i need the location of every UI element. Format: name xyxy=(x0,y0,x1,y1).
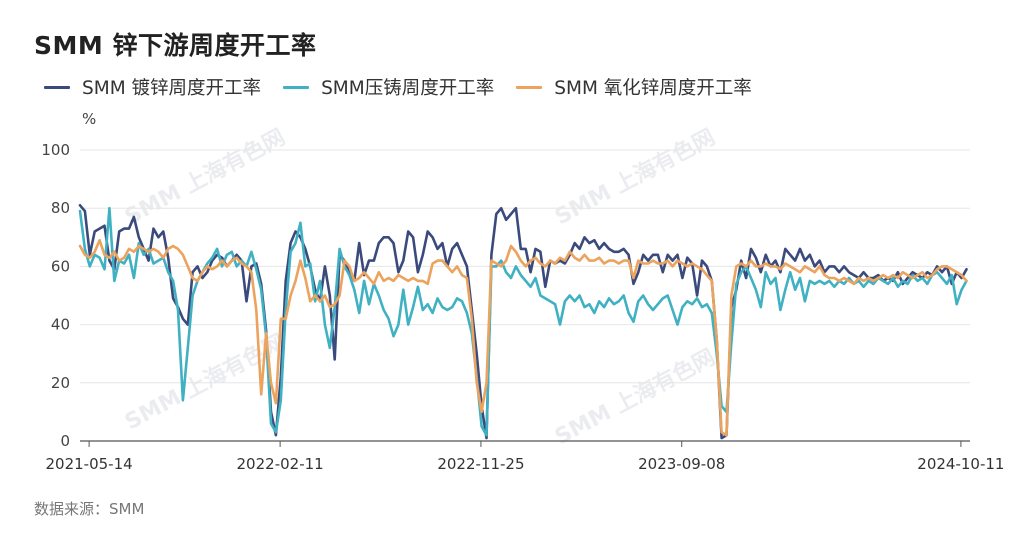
x-tick-label: 2022-02-11 xyxy=(237,455,324,473)
x-tick-label: 2024-10-11 xyxy=(917,455,1004,473)
watermark-text: SMM 上海有色网 xyxy=(551,344,720,450)
watermark-text: SMM 上海有色网 xyxy=(551,124,720,230)
x-axis-ticks: 2021-05-14 2022-02-11 2022-11-25 2023-09-08… xyxy=(46,441,1004,473)
y-axis-ticks: 100 80 60 40 20 0 xyxy=(41,141,70,450)
x-tick-label: 2022-11-25 xyxy=(437,455,524,473)
series-lines xyxy=(78,204,968,440)
y-tick-label: 0 xyxy=(60,432,70,450)
chart-title: SMM 锌下游周度开工率 xyxy=(34,31,317,60)
series-line-zinc-oxide xyxy=(78,238,968,437)
y-tick-label: 80 xyxy=(51,199,70,217)
legend: SMM 镀锌周度开工率 SMM压铸周度开工率 SMM 氧化锌周度开工率 xyxy=(44,74,774,100)
series-line-galvanizing xyxy=(78,204,968,440)
legend-item-galvanizing[interactable]: SMM 镀锌周度开工率 xyxy=(44,74,261,100)
y-axis-unit: % xyxy=(82,110,96,128)
legend-item-die-casting[interactable]: SMM压铸周度开工率 xyxy=(283,74,494,100)
data-source-note: 数据来源：SMM xyxy=(34,500,145,518)
legend-label-die-casting: SMM压铸周度开工率 xyxy=(321,78,495,99)
y-tick-label: 60 xyxy=(51,257,70,275)
legend-item-zinc-oxide[interactable]: SMM 氧化锌周度开工率 xyxy=(516,74,752,100)
series-line-die-casting xyxy=(78,206,968,437)
y-tick-label: 20 xyxy=(51,374,70,392)
x-tick-label: 2021-05-14 xyxy=(46,455,133,473)
legend-swatch-galvanizing xyxy=(44,85,70,89)
grid-lines xyxy=(80,149,970,442)
y-tick-label: 40 xyxy=(51,316,70,334)
legend-swatch-zinc-oxide xyxy=(516,85,543,89)
watermark-text: SMM 上海有色网 xyxy=(121,124,290,230)
legend-swatch-die-casting xyxy=(283,85,310,89)
legend-label-zinc-oxide: SMM 氧化锌周度开工率 xyxy=(554,78,752,99)
y-tick-label: 100 xyxy=(41,141,70,159)
x-tick-label: 2023-09-08 xyxy=(638,455,725,473)
legend-label-galvanizing: SMM 镀锌周度开工率 xyxy=(82,78,262,99)
